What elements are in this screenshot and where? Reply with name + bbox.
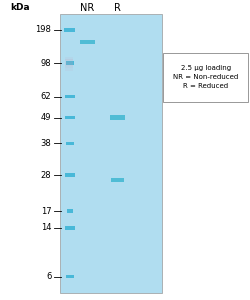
FancyBboxPatch shape [64, 57, 73, 60]
FancyBboxPatch shape [64, 68, 73, 70]
FancyBboxPatch shape [79, 40, 94, 44]
Text: NR: NR [80, 3, 94, 14]
FancyBboxPatch shape [65, 142, 74, 145]
Text: kDa: kDa [10, 3, 29, 12]
Text: 2.5 μg loading
NR = Non-reduced
R = Reduced: 2.5 μg loading NR = Non-reduced R = Redu… [172, 65, 238, 89]
FancyBboxPatch shape [66, 61, 74, 65]
Text: 17: 17 [41, 207, 51, 216]
FancyBboxPatch shape [67, 209, 72, 213]
FancyBboxPatch shape [66, 275, 74, 278]
FancyBboxPatch shape [65, 116, 74, 119]
FancyBboxPatch shape [162, 52, 248, 102]
FancyBboxPatch shape [65, 226, 74, 230]
FancyBboxPatch shape [110, 178, 123, 182]
Text: 38: 38 [40, 139, 51, 148]
FancyBboxPatch shape [109, 115, 124, 120]
FancyBboxPatch shape [60, 14, 161, 292]
Text: 28: 28 [41, 171, 51, 180]
Text: 62: 62 [41, 92, 51, 101]
FancyBboxPatch shape [64, 173, 75, 177]
Text: R: R [113, 3, 120, 14]
FancyBboxPatch shape [64, 59, 73, 62]
FancyBboxPatch shape [64, 61, 73, 64]
Text: 198: 198 [36, 26, 51, 34]
Text: 98: 98 [41, 58, 51, 68]
FancyBboxPatch shape [64, 95, 75, 98]
Text: 49: 49 [41, 113, 51, 122]
FancyBboxPatch shape [64, 66, 73, 68]
Text: 14: 14 [41, 224, 51, 232]
FancyBboxPatch shape [64, 28, 75, 32]
Text: 6: 6 [46, 272, 51, 281]
FancyBboxPatch shape [64, 64, 73, 66]
